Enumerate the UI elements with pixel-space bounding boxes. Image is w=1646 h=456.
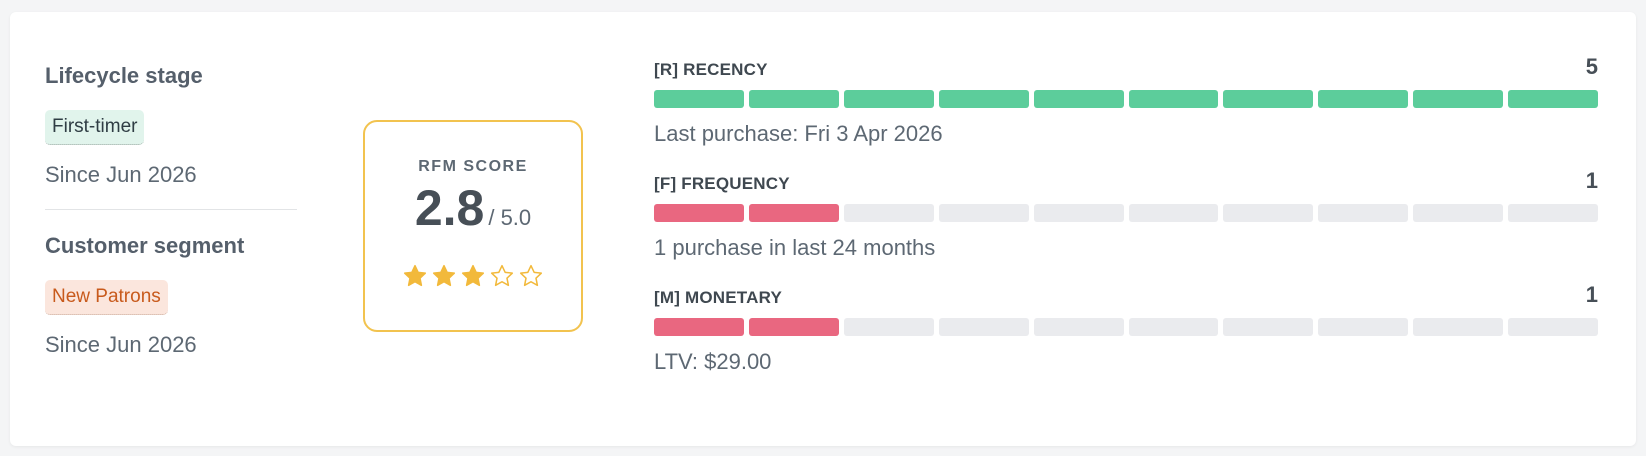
metric-note: Last purchase: Fri 3 Apr 2026: [654, 121, 943, 146]
bar-segment-filled: [748, 90, 839, 108]
lifecycle-stage-title: Lifecycle stage: [45, 63, 203, 88]
metric-note: 1 purchase in last 24 months: [654, 235, 936, 260]
lifecycle-since: Since Jun 2026: [45, 162, 197, 187]
star-empty-icon: [489, 263, 515, 289]
bar-segment-filled: [1033, 90, 1124, 108]
bar-segment-filled: [1128, 90, 1219, 108]
bar-segment-empty: [1223, 204, 1314, 222]
bar-segment-empty: [843, 204, 934, 222]
rfm-score-max: / 5.0: [488, 205, 532, 230]
star-empty-icon: [518, 263, 544, 289]
bar-segment-empty: [1508, 204, 1599, 222]
bar-segment-filled: [1318, 90, 1409, 108]
bar-segment-empty: [1033, 318, 1124, 336]
bar-segment-empty: [1223, 318, 1314, 336]
star-filled-icon: [460, 263, 486, 289]
bar-segment-empty: [1318, 204, 1409, 222]
bar-segment-filled: [1223, 90, 1314, 108]
bar-segment-filled: [654, 90, 744, 108]
section-divider: [45, 209, 297, 210]
metric-score: 5: [1585, 54, 1598, 79]
customer-segment-badge[interactable]: New Patrons: [45, 280, 168, 315]
score-bar: [654, 90, 1599, 108]
rfm-metrics: [R] RECENCY 5 Last purchase: Fri 3 Apr 202…: [654, 52, 1599, 394]
metric-score: 1: [1585, 168, 1598, 193]
rfm-score-label: RFM SCORE: [418, 158, 528, 175]
bar-segment-empty: [1508, 318, 1599, 336]
star-filled-icon: [431, 263, 457, 289]
lifecycle-stage-badge[interactable]: First-timer: [45, 110, 145, 145]
bar-segment-empty: [1128, 318, 1219, 336]
bar-segment-filled: [1413, 90, 1504, 108]
rfm-score-value: 2.8: [414, 180, 485, 236]
bar-segment-empty: [938, 204, 1029, 222]
bar-segment-filled: [654, 318, 744, 336]
metric-frequency: [F] FREQUENCY 1 1 purchase in last 24 mont…: [654, 166, 1599, 262]
metric-label: [M] MONETARY: [654, 288, 782, 307]
metric-recency: [R] RECENCY 5 Last purchase: Fri 3 Apr 202…: [654, 52, 1599, 148]
metric-monetary: [M] MONETARY 1 LTV: $29.00: [654, 280, 1599, 376]
metric-note: LTV: $29.00: [654, 349, 772, 374]
segment-since: Since Jun 2026: [45, 332, 197, 357]
customer-segment-title: Customer segment: [45, 233, 245, 258]
metric-label: [R] RECENCY: [654, 60, 768, 79]
score-bar: [654, 318, 1599, 336]
bar-segment-empty: [1128, 204, 1219, 222]
bar-segment-filled: [748, 204, 839, 222]
rfm-card: Lifecycle stage First-timer Since Jun 20…: [10, 12, 1636, 446]
bar-segment-filled: [748, 318, 839, 336]
metric-label: [F] FREQUENCY: [654, 174, 790, 193]
bar-segment-empty: [1413, 318, 1504, 336]
customer-status-panel: Lifecycle stage First-timer Since Jun 20…: [45, 62, 307, 359]
rating-stars: [365, 263, 581, 289]
star-filled-icon: [402, 263, 428, 289]
bar-segment-empty: [1318, 318, 1409, 336]
bar-segment-filled: [938, 90, 1029, 108]
rfm-score-box: RFM SCORE 2.8/ 5.0: [363, 120, 583, 332]
bar-segment-empty: [938, 318, 1029, 336]
bar-segment-filled: [654, 204, 744, 222]
bar-segment-filled: [843, 90, 934, 108]
bar-segment-empty: [1413, 204, 1504, 222]
bar-segment-filled: [1508, 90, 1599, 108]
bar-segment-empty: [1033, 204, 1124, 222]
bar-segment-empty: [843, 318, 934, 336]
metric-score: 1: [1585, 282, 1598, 307]
score-bar: [654, 204, 1599, 222]
